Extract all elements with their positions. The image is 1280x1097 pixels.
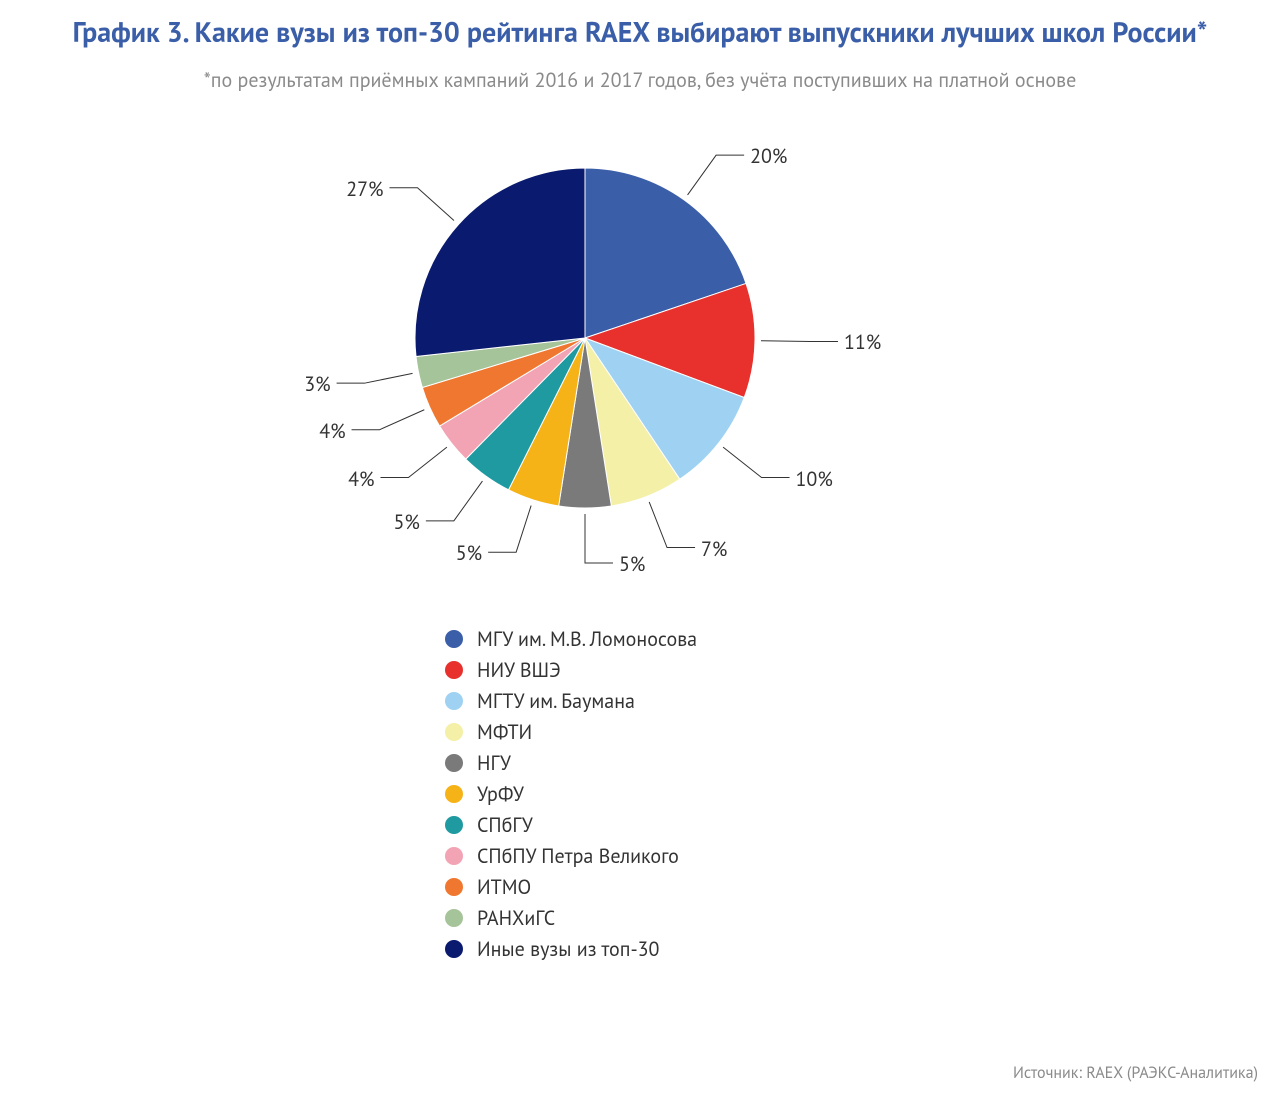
legend-item: РАНХиГС bbox=[445, 902, 1280, 933]
legend-label: МФТИ bbox=[477, 719, 532, 745]
legend-label: СПбПУ Петра Великого bbox=[477, 843, 679, 869]
pie-slice-label: 20% bbox=[750, 143, 787, 169]
pie-slice bbox=[415, 168, 585, 356]
legend-swatch bbox=[445, 661, 463, 679]
chart-title: График 3. Какие вузы из топ-30 рейтинга … bbox=[0, 0, 1280, 49]
chart-source: Источник: RAEX (РАЭКС-Аналитика) bbox=[1013, 1063, 1258, 1083]
legend-label: НГУ bbox=[477, 750, 511, 776]
pie-leader-line bbox=[352, 410, 425, 430]
pie-leader-line bbox=[585, 514, 613, 563]
legend-label: МГТУ им. Баумана bbox=[477, 688, 635, 714]
legend-label: УрФУ bbox=[477, 781, 524, 807]
legend-item: Иные вузы из топ-30 bbox=[445, 933, 1280, 964]
pie-leader-line bbox=[380, 447, 446, 477]
legend-item: НИУ ВШЭ bbox=[445, 654, 1280, 685]
legend-item: МГУ им. М.В. Ломоносова bbox=[445, 623, 1280, 654]
legend-swatch bbox=[445, 940, 463, 958]
pie-slice-label: 10% bbox=[796, 466, 833, 492]
legend-item: МФТИ bbox=[445, 716, 1280, 747]
pie-leader-line bbox=[488, 506, 531, 553]
pie-slice-label: 5% bbox=[456, 540, 482, 566]
pie-slice-label: 4% bbox=[348, 466, 374, 492]
pie-slice-label: 11% bbox=[844, 329, 881, 355]
legend-label: РАНХиГС bbox=[477, 905, 555, 931]
legend-item: НГУ bbox=[445, 747, 1280, 778]
pie-leader-line bbox=[389, 188, 453, 221]
pie-slice-label: 5% bbox=[394, 509, 420, 535]
legend-item: УрФУ bbox=[445, 778, 1280, 809]
legend: МГУ им. М.В. Ломоносова НИУ ВШЭ МГТУ им. Б… bbox=[445, 623, 1280, 964]
legend-swatch bbox=[445, 692, 463, 710]
pie-chart: 20% 11% 10% 7% 5% 5% 5% 4%4% 3% 27% bbox=[0, 93, 1280, 613]
pie-slice-label: 5% bbox=[619, 551, 645, 577]
legend-swatch bbox=[445, 630, 463, 648]
legend-item: МГТУ им. Баумана bbox=[445, 685, 1280, 716]
legend-swatch bbox=[445, 723, 463, 741]
legend-swatch bbox=[445, 754, 463, 772]
pie-slice-label: 4% bbox=[319, 418, 345, 444]
pie-leader-line bbox=[426, 481, 483, 521]
chart-container: График 3. Какие вузы из топ-30 рейтинга … bbox=[0, 0, 1280, 1097]
pie-slice-label: 27% bbox=[346, 176, 383, 202]
legend-swatch bbox=[445, 816, 463, 834]
legend-item: СПбГУ bbox=[445, 809, 1280, 840]
legend-swatch bbox=[445, 847, 463, 865]
pie-slice-label: 3% bbox=[304, 371, 330, 397]
pie-leader-line bbox=[688, 155, 745, 195]
pie-leader-line bbox=[337, 373, 413, 383]
pie-slice-label: 7% bbox=[701, 536, 727, 562]
legend-label: СПбГУ bbox=[477, 812, 533, 838]
chart-subtitle: *по результатам приёмных кампаний 2016 и… bbox=[0, 49, 1280, 93]
legend-label: Иные вузы из топ-30 bbox=[477, 936, 659, 962]
legend-swatch bbox=[445, 878, 463, 896]
legend-label: МГУ им. М.В. Ломоносова bbox=[477, 626, 697, 652]
pie-leader-line bbox=[649, 502, 695, 548]
legend-label: ИТМО bbox=[477, 874, 531, 900]
legend-swatch bbox=[445, 785, 463, 803]
legend-swatch bbox=[445, 909, 463, 927]
legend-item: СПбПУ Петра Великого bbox=[445, 840, 1280, 871]
legend-item: ИТМО bbox=[445, 871, 1280, 902]
pie-leader-line bbox=[761, 341, 838, 342]
pie-svg bbox=[0, 93, 1280, 613]
pie-leader-line bbox=[723, 447, 789, 477]
legend-label: НИУ ВШЭ bbox=[477, 657, 561, 683]
